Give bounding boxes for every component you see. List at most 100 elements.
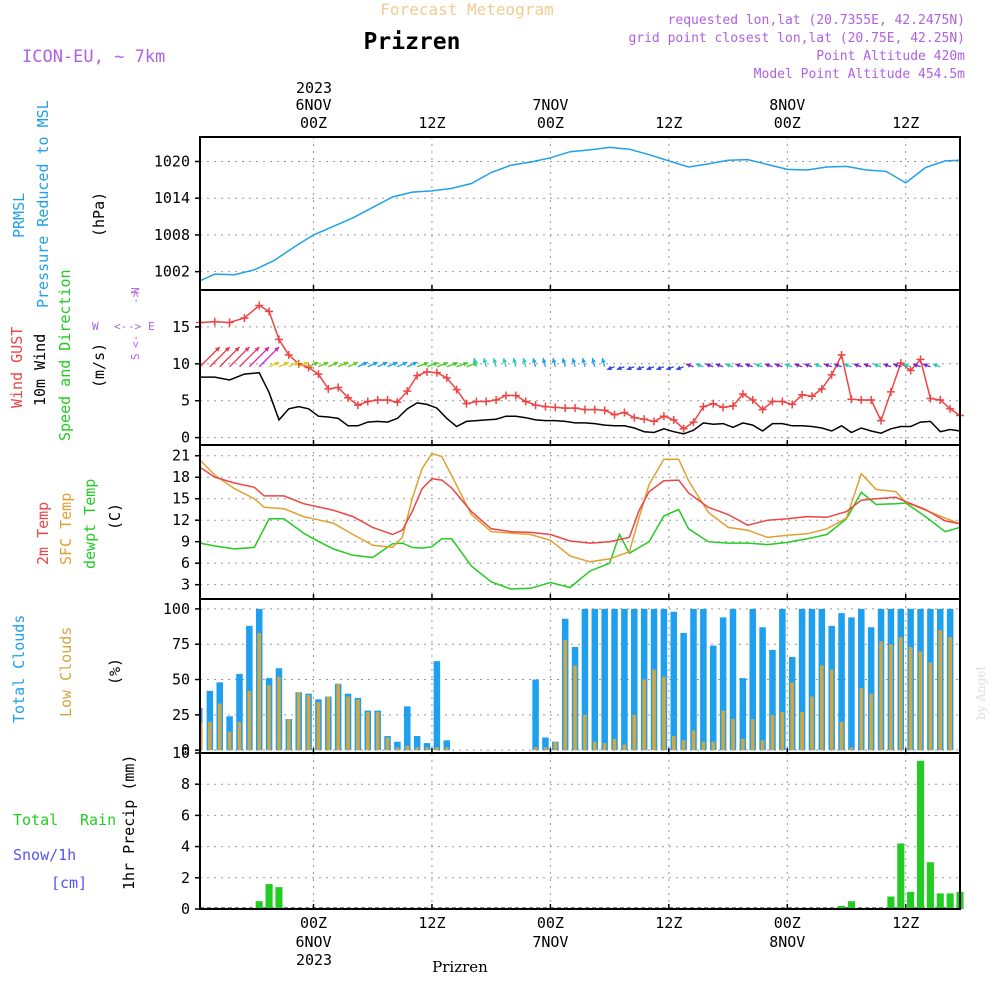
rain-label: Rain: [80, 811, 116, 829]
wind-arrow-head: [472, 358, 478, 363]
low-cloud-bar: [800, 712, 804, 751]
low-cloud-bar: [366, 712, 370, 751]
gust-marker: [916, 355, 925, 364]
gust-marker: [659, 412, 668, 421]
wind-10m-line: [200, 371, 961, 435]
wind-labels: Wind GUST 10m Wind Speed and Direction (…: [8, 269, 155, 441]
precip-unit: 1hr Precip (mm): [120, 755, 138, 890]
low-cloud-bar: [632, 714, 637, 751]
gust-marker: [689, 418, 698, 427]
wind-arrow-head: [264, 346, 270, 352]
wind-arrow-head: [443, 361, 449, 367]
gust-marker: [210, 317, 219, 326]
y-tick-label: 0: [181, 429, 190, 447]
wind-arrow-shaft: [199, 346, 221, 368]
low-cloud-bar: [435, 747, 439, 751]
svg-text:->: ->: [129, 290, 142, 304]
gust-marker: [728, 401, 737, 410]
low-cloud-bar: [336, 683, 340, 751]
wind-arrow-head: [274, 361, 280, 367]
total-cloud-bar: [719, 617, 727, 751]
wind-arrow-head: [666, 365, 672, 371]
wind-arrow-head: [283, 361, 289, 367]
y-tick-label: 10: [172, 744, 190, 762]
low-cloud-bar: [208, 721, 212, 751]
total-cloud-bar: [532, 679, 539, 751]
compass-south: S: [129, 353, 142, 360]
low-cloud-bar: [227, 731, 232, 751]
wind-arrow-head: [532, 358, 537, 363]
wind-arrow-head: [353, 361, 359, 367]
wind-direction-arrow: [922, 363, 931, 368]
wind-direction-arrow: [318, 361, 329, 368]
y-tick-label: 1002: [154, 263, 190, 281]
wind-arrow-head: [561, 358, 567, 363]
low-cloud-bar: [790, 682, 794, 751]
total-cloud-bar: [739, 678, 747, 751]
sfc-temp-label: SFC Temp: [57, 493, 75, 565]
gust-marker: [798, 390, 807, 399]
wind-arrow-head: [922, 363, 928, 368]
gust-marker: [827, 370, 836, 379]
rain-bar: [265, 884, 273, 909]
wind-direction-label: Speed and Direction: [56, 269, 74, 441]
gust-marker: [492, 395, 501, 404]
wind-direction-arrow: [695, 363, 704, 368]
wind-arrow-head: [244, 346, 250, 352]
y-tick-label: 15: [172, 318, 190, 336]
bottom-hour-label: 00Z: [300, 914, 327, 932]
gust-marker: [432, 368, 441, 377]
gust-marker: [462, 399, 471, 408]
gust-marker: [857, 395, 866, 404]
wind-arrow-head: [893, 363, 899, 368]
wind-arrow-head: [492, 358, 498, 363]
wind-direction-arrow: [764, 363, 773, 368]
low-cloud-bar: [760, 740, 765, 751]
wind-10m-label: 10m Wind: [31, 334, 49, 406]
low-cloud-bar: [918, 651, 923, 751]
snow-unit: [cm]: [51, 874, 87, 892]
wind-direction-arrow: [337, 361, 349, 368]
wind-direction-arrow: [814, 363, 823, 368]
dewpt-line: [199, 491, 961, 590]
wind-arrow-head: [656, 365, 662, 371]
gust-marker: [709, 399, 718, 408]
total-cloud-bar: [413, 736, 421, 751]
low-cloud-bar: [829, 669, 834, 751]
gust-marker: [669, 415, 678, 424]
gust-marker: [265, 307, 274, 316]
wind-arrow-shaft: [239, 346, 260, 368]
total-clouds-label: Total Clouds: [10, 615, 28, 723]
compass-north: N: [129, 287, 142, 294]
prmsl-line: [199, 146, 961, 282]
gust-marker: [630, 413, 639, 422]
y-tick-label: 18: [172, 468, 190, 486]
compass-east: E: [148, 320, 155, 333]
wind-gust-label: Wind GUST: [8, 327, 26, 408]
gust-marker: [314, 370, 323, 379]
top-day-label: 6NOV: [295, 96, 331, 114]
model-altitude: Model Point Altitude 454.5m: [754, 67, 965, 82]
wind-arrow-head: [392, 361, 398, 367]
y-tick-label: 6: [181, 554, 190, 572]
rain-bar: [838, 905, 846, 909]
wind-arrow-head: [362, 361, 368, 367]
rain-bar: [936, 893, 944, 909]
wind-direction-arrow: [581, 357, 587, 367]
wind-direction-arrow: [446, 361, 459, 368]
low-cloud-bar: [721, 710, 725, 751]
low-cloud-bar: [563, 639, 567, 751]
wind-direction-arrow: [784, 363, 793, 368]
wind-arrow-shaft: [219, 346, 240, 368]
bottom-hour-label: 12Z: [892, 914, 919, 932]
gust-marker: [393, 398, 402, 407]
rain-bar: [847, 901, 855, 909]
wind-direction-arrow: [626, 365, 635, 371]
gust-marker: [926, 394, 935, 403]
gust-marker: [817, 384, 826, 393]
wind-arrow-head: [834, 363, 839, 368]
gust-marker: [650, 417, 659, 426]
total-cloud-bar: [206, 690, 214, 751]
low-cloud-bar: [237, 721, 242, 751]
wind-arrow-shaft: [229, 346, 250, 368]
